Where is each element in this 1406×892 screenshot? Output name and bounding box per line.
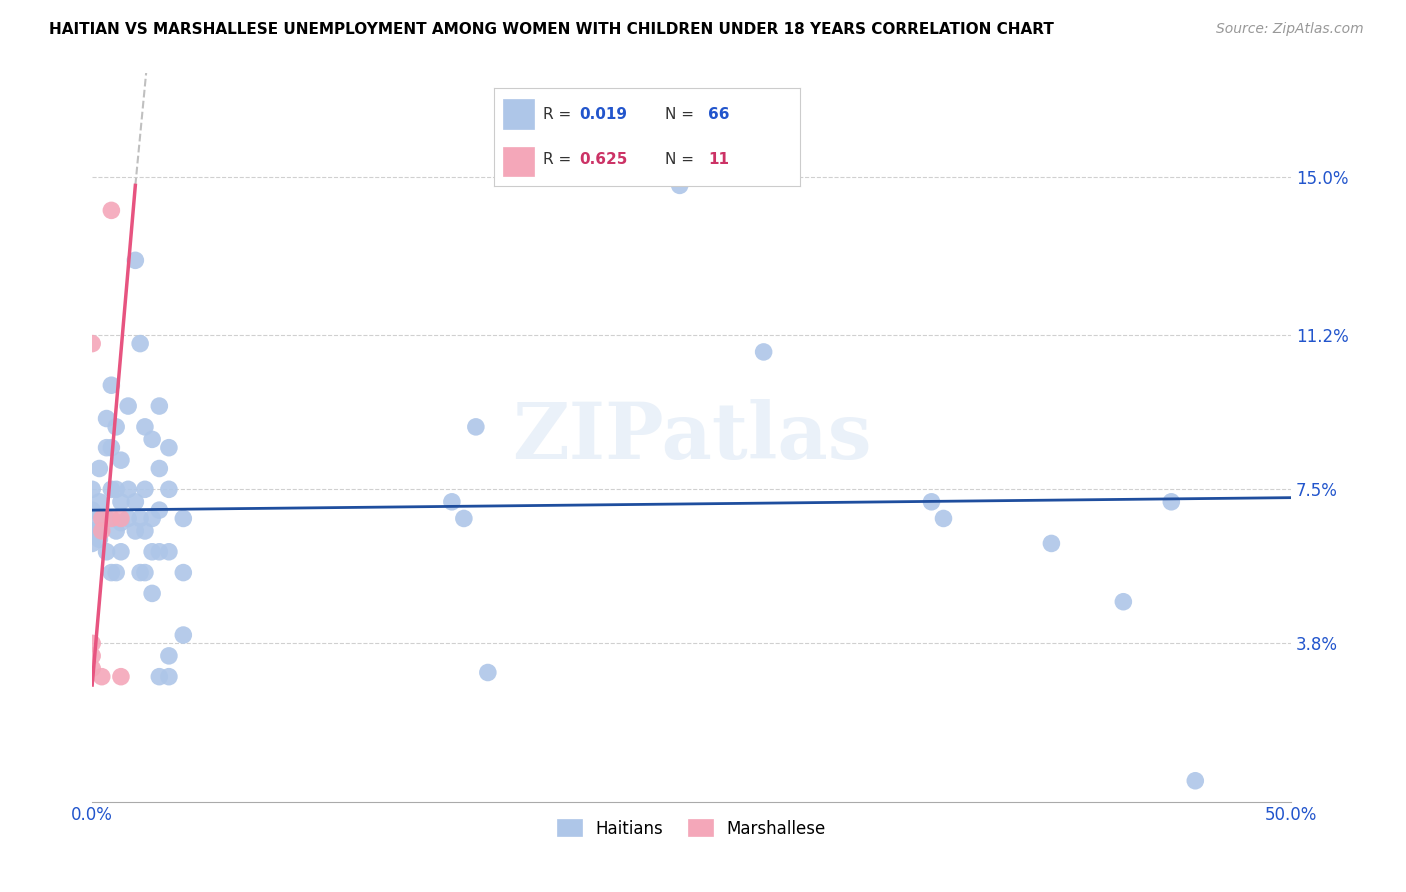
Point [157,441,180,455]
Point [464,420,486,434]
Point [110,511,132,525]
Point [157,545,180,559]
Point [124,495,146,509]
Point [105,524,128,538]
Point [89,533,111,547]
Text: HAITIAN VS MARSHALLESE UNEMPLOYMENT AMONG WOMEN WITH CHILDREN UNDER 18 YEARS COR: HAITIAN VS MARSHALLESE UNEMPLOYMENT AMON… [49,22,1054,37]
Point [117,483,139,497]
Point [1160,495,1182,509]
Point [105,420,128,434]
Point [82,503,104,517]
Point [134,420,156,434]
Point [134,483,156,497]
Point [148,399,170,413]
Point [134,566,156,580]
Point [105,566,128,580]
Point [100,511,122,525]
Point [477,665,499,680]
Point [129,511,152,525]
Point [90,524,112,538]
Point [90,511,112,525]
Point [82,661,104,675]
Point [117,511,139,525]
Point [100,203,122,218]
Point [105,483,128,497]
Point [148,670,170,684]
Point [172,566,194,580]
Point [100,441,122,455]
Point [82,648,104,663]
Point [172,628,194,642]
Point [129,336,152,351]
Point [157,670,180,684]
Point [82,636,104,650]
Point [100,378,122,392]
Point [141,511,163,525]
Text: ZIPatlas: ZIPatlas [512,400,872,475]
Point [96,511,118,525]
Point [157,483,180,497]
Point [82,483,104,497]
Point [172,511,194,525]
Legend: Haitians, Marshallese: Haitians, Marshallese [551,813,832,844]
Point [129,566,152,580]
Point [82,536,104,550]
Point [96,545,118,559]
Point [124,524,146,538]
Point [110,670,132,684]
Point [110,516,132,530]
Point [1040,536,1063,550]
Point [141,433,163,447]
Point [100,483,122,497]
Point [440,495,463,509]
Text: Source: ZipAtlas.com: Source: ZipAtlas.com [1216,22,1364,37]
Point [148,461,170,475]
Point [148,503,170,517]
Point [752,345,775,359]
Point [110,545,132,559]
Point [110,453,132,467]
Point [453,511,475,525]
Point [96,411,118,425]
Point [921,495,943,509]
Point [82,511,104,525]
Point [124,253,146,268]
Point [82,524,104,538]
Point [117,399,139,413]
Point [89,461,111,475]
Point [1184,773,1206,788]
Point [89,495,111,509]
Point [110,495,132,509]
Point [932,511,955,525]
Point [100,566,122,580]
Point [134,524,156,538]
Point [668,178,690,193]
Point [96,441,118,455]
Point [82,336,104,351]
Point [141,586,163,600]
Point [148,545,170,559]
Point [157,648,180,663]
Point [141,545,163,559]
Point [89,524,111,538]
Point [1112,595,1135,609]
Point [90,670,112,684]
